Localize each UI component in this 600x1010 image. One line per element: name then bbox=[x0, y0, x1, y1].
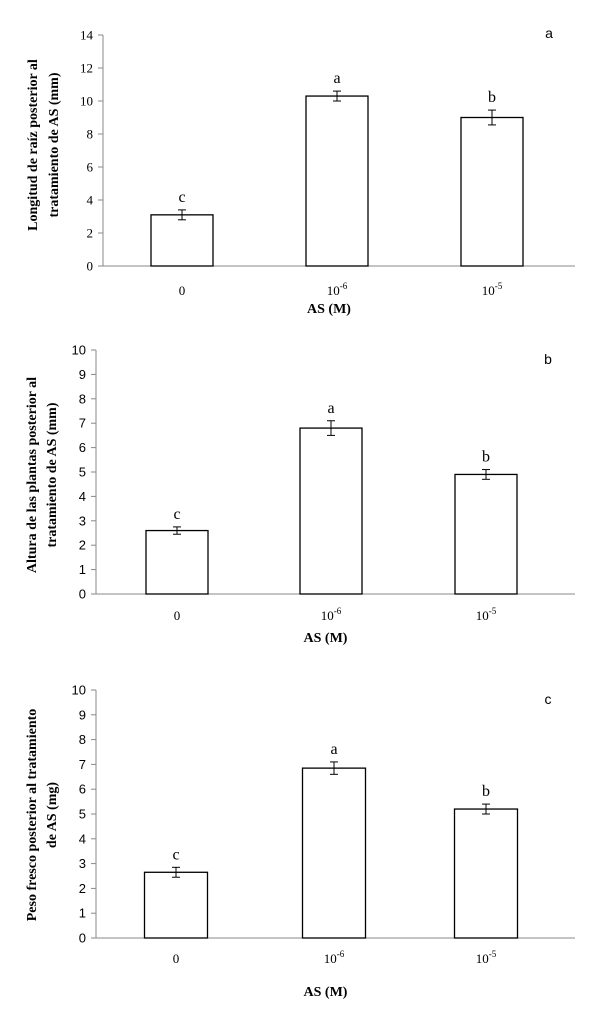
category-label: 10-6 bbox=[327, 281, 348, 298]
chart-panel-c: 0 1 2 3 4 5 6 7 8 9 10 c 0 a 10-6 b 10-5 c AS (M) Peso fres… bbox=[25, 683, 575, 1000]
chart-panel-a: 0 2 4 6 8 10 12 14 c 0 a 10-6 b 10-5 a AS (M) Longitud d… bbox=[26, 25, 575, 317]
chart-panel-b: 0 1 2 3 4 5 6 7 8 9 10 c 0 a 10-6 b 10-5 b AS (M) Altura de… bbox=[25, 343, 575, 646]
y-tick-label: 14 bbox=[80, 28, 94, 43]
bar bbox=[299, 427, 363, 595]
y-tick-label: 6 bbox=[79, 782, 86, 797]
y-tick-label: 8 bbox=[79, 732, 86, 747]
y-tick-label: 0 bbox=[79, 587, 86, 602]
x-axis-title: AS (M) bbox=[307, 302, 351, 317]
y-axis-title-line: tratamiento de AS (mm) bbox=[45, 402, 60, 547]
y-tick-label: 0 bbox=[87, 259, 94, 274]
category-label: 10-6 bbox=[324, 949, 345, 966]
y-tick-label: 1 bbox=[79, 906, 86, 921]
y-tick-label: 6 bbox=[79, 440, 86, 455]
y-tick-label: 3 bbox=[79, 513, 86, 528]
category-label: 0 bbox=[173, 951, 180, 966]
y-tick-label: 3 bbox=[79, 856, 86, 871]
significance-label: a bbox=[327, 400, 334, 417]
significance-label: c bbox=[172, 846, 179, 863]
significance-label: c bbox=[173, 506, 180, 523]
y-tick-label: 6 bbox=[87, 160, 94, 175]
y-tick-label: 12 bbox=[80, 61, 93, 76]
y-tick-label: 8 bbox=[79, 391, 86, 406]
category-label: 0 bbox=[174, 608, 181, 623]
category-label: 0 bbox=[179, 283, 186, 298]
y-axis-title-line: de AS (mg) bbox=[45, 782, 60, 848]
y-tick-label: 4 bbox=[79, 489, 86, 504]
bar bbox=[305, 95, 369, 267]
y-tick-label: 10 bbox=[72, 683, 86, 698]
significance-label: a bbox=[330, 741, 337, 758]
y-axis-title-line: Altura de las plantas posterior al bbox=[25, 377, 40, 573]
significance-label: b bbox=[482, 783, 490, 800]
y-tick-label: 7 bbox=[79, 757, 86, 772]
y-tick-label: 8 bbox=[87, 127, 94, 142]
y-tick-label: 5 bbox=[79, 465, 86, 480]
y-tick-label: 0 bbox=[79, 931, 86, 946]
y-axis-title-line: Peso fresco posterior al tratamiento bbox=[25, 709, 40, 922]
y-tick-label: 9 bbox=[79, 367, 86, 382]
bar bbox=[453, 808, 519, 939]
y-tick-label: 2 bbox=[79, 538, 86, 553]
category-label: 10-6 bbox=[321, 606, 342, 623]
category-label: 10-5 bbox=[476, 606, 497, 623]
bar bbox=[143, 871, 209, 939]
panel-letter: a bbox=[545, 25, 553, 41]
y-tick-label: 2 bbox=[79, 881, 86, 896]
y-tick-label: 7 bbox=[79, 416, 86, 431]
bar bbox=[454, 473, 518, 595]
y-axis-title-line: tratamiento de AS (mm) bbox=[47, 72, 62, 217]
x-axis-title: AS (M) bbox=[304, 985, 348, 1000]
y-tick-label: 10 bbox=[80, 94, 93, 109]
significance-label: b bbox=[488, 89, 496, 106]
y-tick-label: 4 bbox=[79, 831, 86, 846]
significance-label: c bbox=[178, 189, 185, 206]
y-tick-label: 1 bbox=[79, 562, 86, 577]
y-tick-label: 5 bbox=[79, 807, 86, 822]
significance-label: b bbox=[482, 449, 490, 466]
y-axis-title-line: Longitud de raíz posterior al bbox=[26, 59, 41, 231]
bar bbox=[460, 116, 524, 267]
y-tick-label: 10 bbox=[72, 343, 86, 358]
bar bbox=[145, 529, 209, 595]
panel-letter: c bbox=[545, 691, 552, 707]
bar bbox=[150, 214, 214, 267]
panel-letter: b bbox=[544, 351, 552, 367]
bar bbox=[301, 767, 367, 939]
x-axis-title: AS (M) bbox=[304, 631, 348, 646]
category-label: 10-5 bbox=[476, 949, 497, 966]
y-tick-label: 2 bbox=[87, 226, 94, 241]
y-tick-label: 4 bbox=[87, 193, 94, 208]
significance-label: a bbox=[333, 70, 340, 87]
category-label: 10-5 bbox=[482, 281, 503, 298]
y-tick-label: 9 bbox=[79, 707, 86, 722]
